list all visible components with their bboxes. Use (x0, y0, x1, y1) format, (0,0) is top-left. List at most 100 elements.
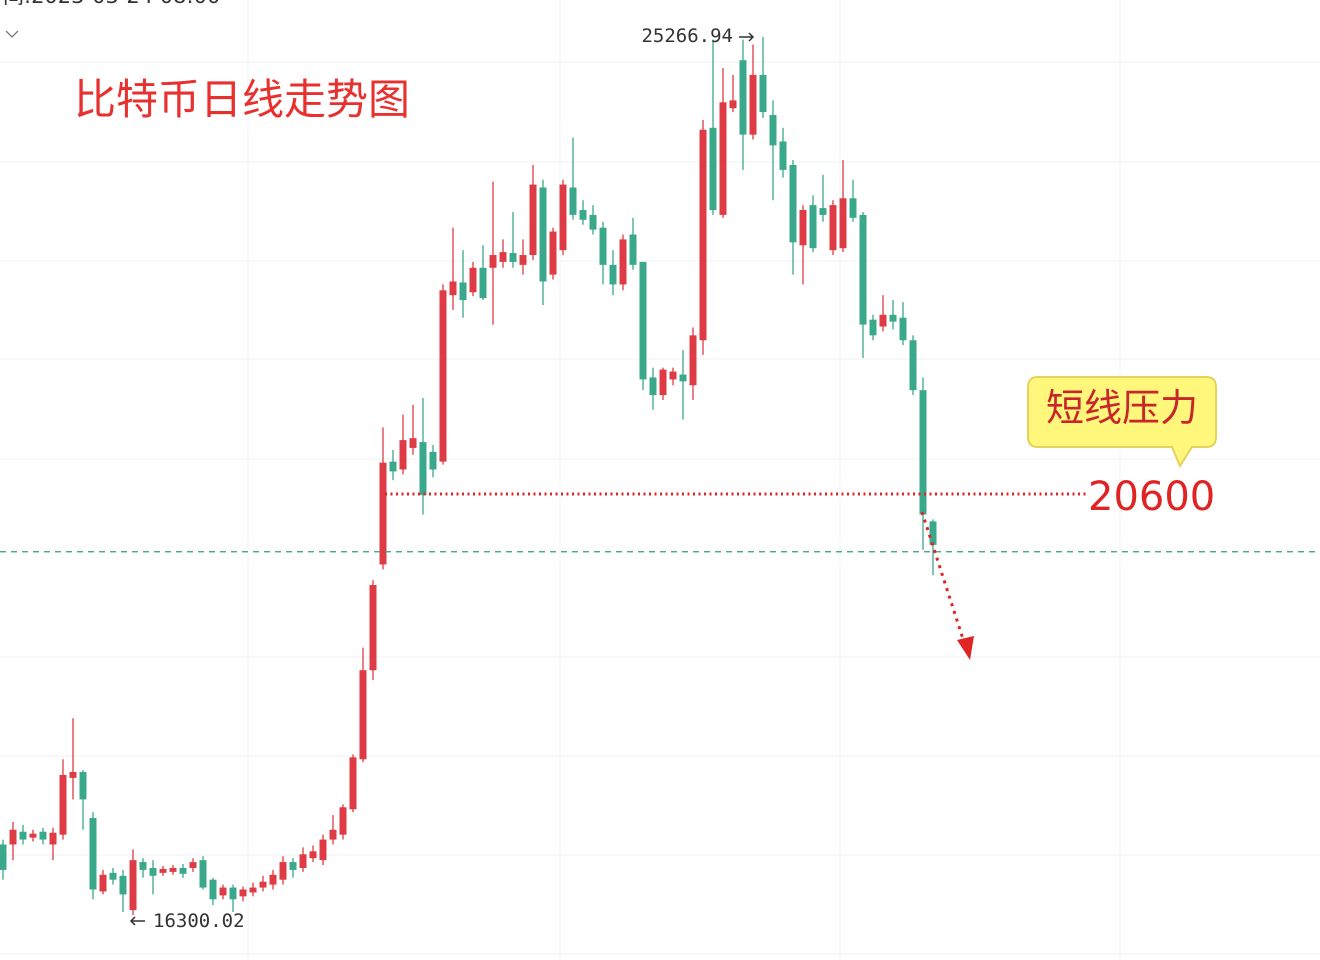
candle-body (49, 832, 57, 845)
candle-body (29, 833, 37, 838)
candle-body (929, 521, 937, 545)
candle-body (759, 74, 767, 113)
candle-body (19, 831, 27, 840)
high-label-arrow (739, 32, 755, 42)
candle-body (819, 208, 827, 215)
candle-body (179, 867, 187, 874)
candle-body (299, 854, 307, 868)
candle-body (419, 442, 427, 495)
candle-body (579, 210, 587, 220)
candle-body (589, 214, 597, 230)
candle-body (169, 867, 177, 872)
candle-body (739, 60, 747, 135)
candle-body (639, 261, 647, 380)
candle-body (89, 818, 97, 890)
low-label: 16300.02 (153, 910, 245, 932)
candle-body (449, 281, 457, 296)
candle-body (79, 772, 87, 800)
candle-body (389, 461, 397, 472)
candle-body (689, 335, 697, 386)
candle-body (799, 210, 807, 246)
resistance-label: 20600 (1088, 474, 1215, 520)
candle-body (719, 102, 727, 215)
candle-body (0, 844, 7, 870)
candle-body (9, 829, 17, 845)
candle-body (529, 184, 537, 256)
chart-title: 比特币日线走势图 (74, 75, 410, 124)
candle-body (59, 774, 67, 835)
candle-body (199, 860, 207, 888)
low-label-arrow (129, 916, 145, 926)
candle-body (829, 205, 837, 251)
candle-body (309, 851, 317, 859)
candle-body (289, 862, 297, 870)
header-text: 时间:2023-03-24 08:00 (0, 0, 220, 8)
candle-body (919, 390, 927, 515)
candle-body (849, 198, 857, 218)
candle-body (869, 319, 877, 336)
candle-body (859, 214, 867, 325)
candle-body (749, 74, 757, 135)
candle-body (669, 371, 677, 380)
candle-body (339, 807, 347, 835)
candle-body (439, 290, 447, 462)
candle-body (889, 314, 897, 322)
candle-body (839, 198, 847, 249)
candle-body (629, 234, 637, 265)
candle-body (99, 874, 107, 892)
candle-body (369, 585, 377, 671)
candle-body (459, 282, 467, 301)
candle-body (409, 438, 417, 448)
candles (0, 37, 937, 915)
candle-body (239, 889, 247, 897)
candle-body (709, 127, 717, 211)
candle-body (519, 255, 527, 265)
candle-body (189, 862, 197, 868)
candle-body (149, 867, 157, 876)
candle-body (809, 205, 817, 249)
candle-body (139, 862, 147, 870)
candle-body (479, 267, 487, 299)
candle-body (539, 187, 547, 282)
candle-body (789, 164, 797, 243)
candle-body (879, 314, 887, 327)
candle-body (489, 255, 497, 268)
candle-body (349, 757, 357, 810)
candle-body (559, 184, 567, 251)
candle-body (679, 374, 687, 382)
callout-text: 短线压力 (1046, 386, 1198, 430)
candle-body (39, 831, 47, 840)
candle-body (229, 887, 237, 900)
candle-body (549, 231, 557, 275)
candle-body (569, 187, 577, 215)
candle-body (399, 440, 407, 470)
candle-body (269, 874, 277, 885)
candle-body (619, 239, 627, 285)
candle-body (329, 829, 337, 840)
candle-body (109, 872, 117, 880)
candle-body (209, 879, 217, 900)
candle-body (129, 860, 137, 911)
candle-body (219, 887, 227, 896)
candle-body (469, 267, 477, 293)
candle-body (359, 670, 367, 760)
candle-body (909, 340, 917, 391)
candle-body (69, 772, 77, 778)
candle-body (499, 252, 507, 262)
candle-body (159, 868, 167, 873)
callout-box (1027, 376, 1217, 469)
candle-body (649, 377, 657, 396)
candle-body (319, 839, 327, 861)
dropdown-chevron[interactable] (5, 30, 19, 38)
candle-body (119, 875, 127, 895)
candle-body (249, 887, 257, 893)
candle-body (609, 264, 617, 285)
candle-body (429, 451, 437, 470)
trend-arrow (920, 511, 966, 643)
candle-body (509, 253, 517, 262)
candle-body (899, 317, 907, 341)
trend-arrow-head (957, 636, 974, 660)
